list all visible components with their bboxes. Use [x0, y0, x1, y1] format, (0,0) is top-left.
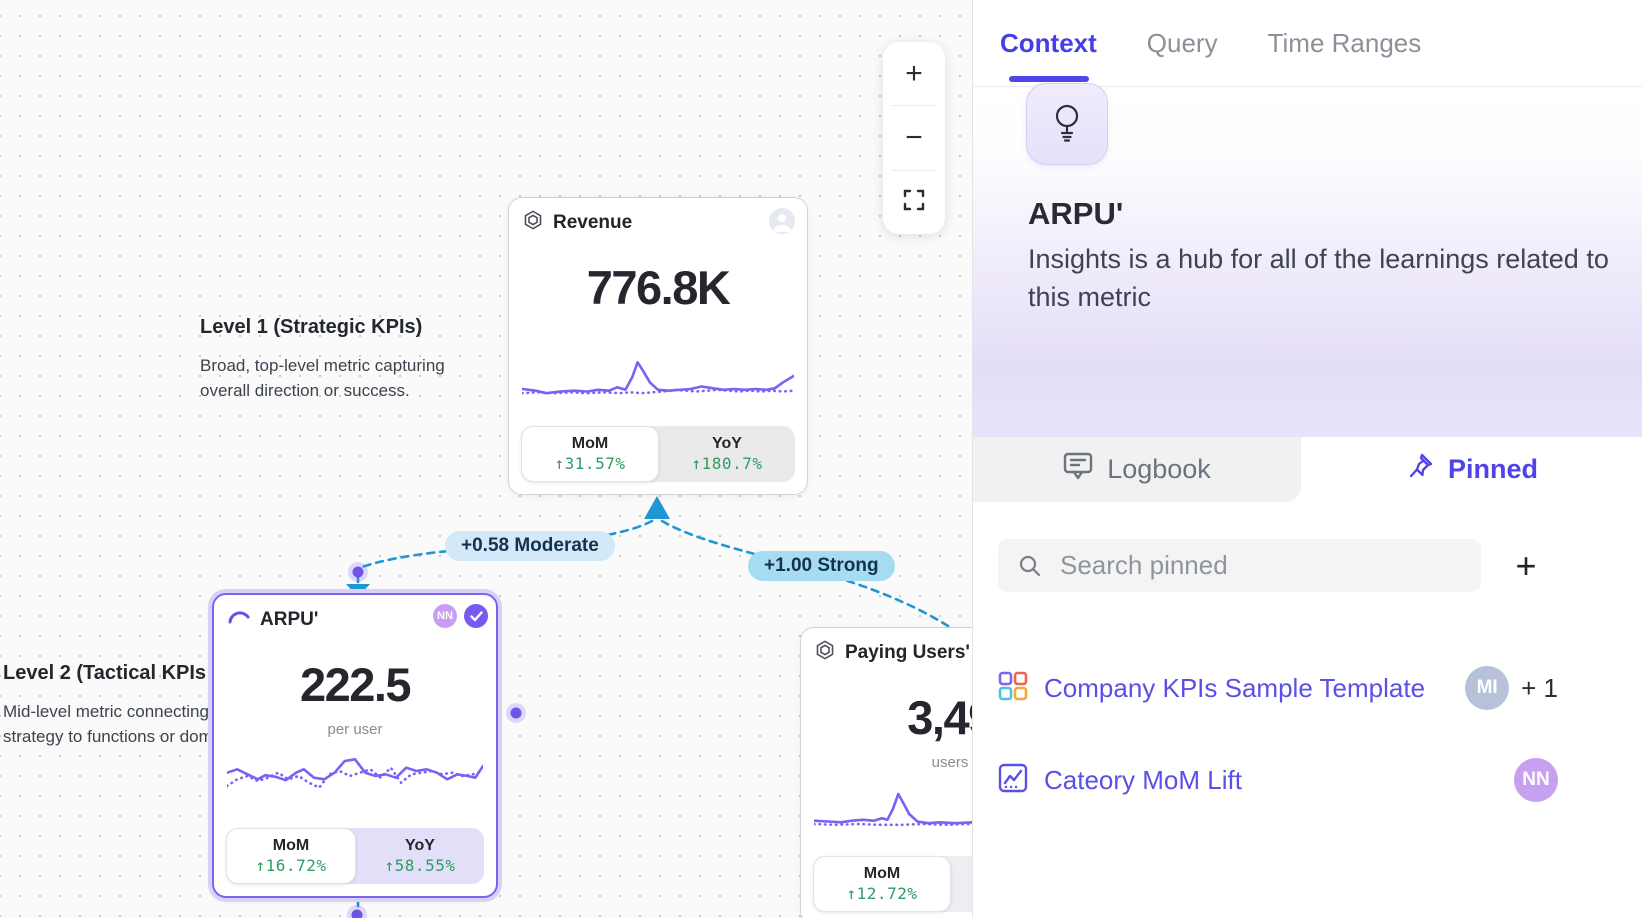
mom-stat[interactable]: MoM ↑31.57%	[521, 426, 659, 482]
pinned-item-label: Company KPIs Sample Template	[1044, 672, 1426, 703]
details-sidebar: Context Query Time Ranges ARPU' Insights…	[972, 0, 1642, 918]
extra-collaborators-count: + 1	[1521, 672, 1558, 703]
mom-stat[interactable]: MoM ↑12.72%	[813, 856, 951, 912]
subtab-pinned[interactable]: Pinned	[1301, 437, 1642, 502]
level-1-title: Level 1 (Strategic KPIs)	[200, 316, 423, 338]
metric-card-revenue[interactable]: Revenue 776.8K MoM ↑31.57% YoY ↑180.7%	[508, 197, 808, 495]
verified-check-icon	[464, 604, 488, 628]
yoy-stat[interactable]: YoY ↑58.55%	[384, 837, 456, 875]
correlation-label-moderate[interactable]: +0.58 Moderate	[445, 531, 615, 561]
mom-stat[interactable]: MoM ↑16.72%	[226, 828, 356, 884]
sidebar-tabs: Context Query Time Ranges	[973, 0, 1642, 87]
collaborator-badge: NN	[433, 604, 457, 628]
sparkline-chart	[520, 354, 796, 404]
metric-unit: per user	[327, 721, 383, 738]
card-title: Revenue	[553, 211, 633, 233]
pinned-search-row: +	[973, 539, 1642, 592]
pinned-item-label: Cateory MoM Lift	[1044, 764, 1242, 795]
fit-view-button[interactable]	[883, 171, 945, 234]
level-2-desc-line1: Mid-level metric connecting	[3, 702, 209, 721]
comment-icon	[1063, 452, 1093, 487]
tab-context[interactable]: Context	[1000, 27, 1097, 58]
canvas-zoom-controls: + −	[883, 42, 945, 234]
tab-query[interactable]: Query	[1146, 27, 1218, 58]
add-pinned-button[interactable]: +	[1515, 545, 1537, 586]
pinned-item-company-kpis[interactable]: Company KPIs Sample Template MI + 1	[998, 660, 1558, 716]
subtab-logbook[interactable]: Logbook	[973, 437, 1301, 502]
zoom-in-button[interactable]: +	[905, 56, 923, 90]
tab-time-ranges[interactable]: Time Ranges	[1267, 27, 1422, 58]
lightbulb-icon	[1049, 102, 1085, 147]
metric-value: 222.5	[299, 658, 412, 711]
card-title: Paying Users'	[845, 641, 970, 663]
correlation-label-strong[interactable]: +1.00 Strong	[748, 551, 895, 581]
search-input[interactable]	[998, 539, 1481, 592]
level-2-label: Level 2 (Tactical KPIs Mid-level metric …	[3, 662, 222, 749]
level-1-desc-line1: Broad, top-level metric capturing	[200, 356, 445, 375]
chart-icon	[998, 763, 1028, 798]
metric-value: 776.8K	[586, 261, 731, 314]
avatar: NN	[1514, 758, 1558, 802]
grid-icon	[998, 671, 1028, 706]
insight-icon-box	[1026, 83, 1108, 165]
card-title: ARPU'	[260, 608, 319, 630]
metric-card-arpu[interactable]: ARPU' NN 222.5 per user MoM ↑16.72% YoY	[212, 593, 498, 898]
metric-tree-canvas[interactable]: Level 1 (Strategic KPIs) Broad, top-leve…	[0, 0, 1100, 918]
active-tab-indicator	[1009, 76, 1089, 82]
metric-name-heading: ARPU'	[1028, 196, 1124, 231]
avatar: MI	[1465, 666, 1510, 710]
zoom-out-button[interactable]: −	[905, 120, 923, 154]
metric-description: Insights is a hub for all of the learnin…	[1028, 244, 1609, 312]
sparkline-chart	[225, 751, 485, 801]
yoy-stat[interactable]: YoY ↑180.7%	[691, 435, 763, 473]
arc-icon	[227, 606, 251, 633]
pinned-item-cateory-mom-lift[interactable]: Cateory MoM Lift NN	[998, 752, 1558, 808]
level-1-label: Level 1 (Strategic KPIs) Broad, top-leve…	[200, 316, 445, 403]
level-2-title: Level 2 (Tactical KPIs	[3, 662, 207, 684]
divider	[892, 169, 936, 171]
level-2-desc-line2: strategy to functions or doma	[3, 727, 223, 746]
hexagon-icon	[814, 639, 836, 666]
hexagon-icon	[522, 209, 544, 236]
metric-unit: users	[931, 754, 969, 771]
owner-avatar-icon	[769, 208, 795, 234]
context-subtabs: Logbook Pinned	[973, 437, 1642, 502]
divider	[892, 105, 936, 107]
pushpin-icon	[1406, 452, 1434, 487]
fullscreen-icon	[903, 185, 925, 219]
level-1-desc-line2: overall direction or success.	[200, 381, 410, 400]
